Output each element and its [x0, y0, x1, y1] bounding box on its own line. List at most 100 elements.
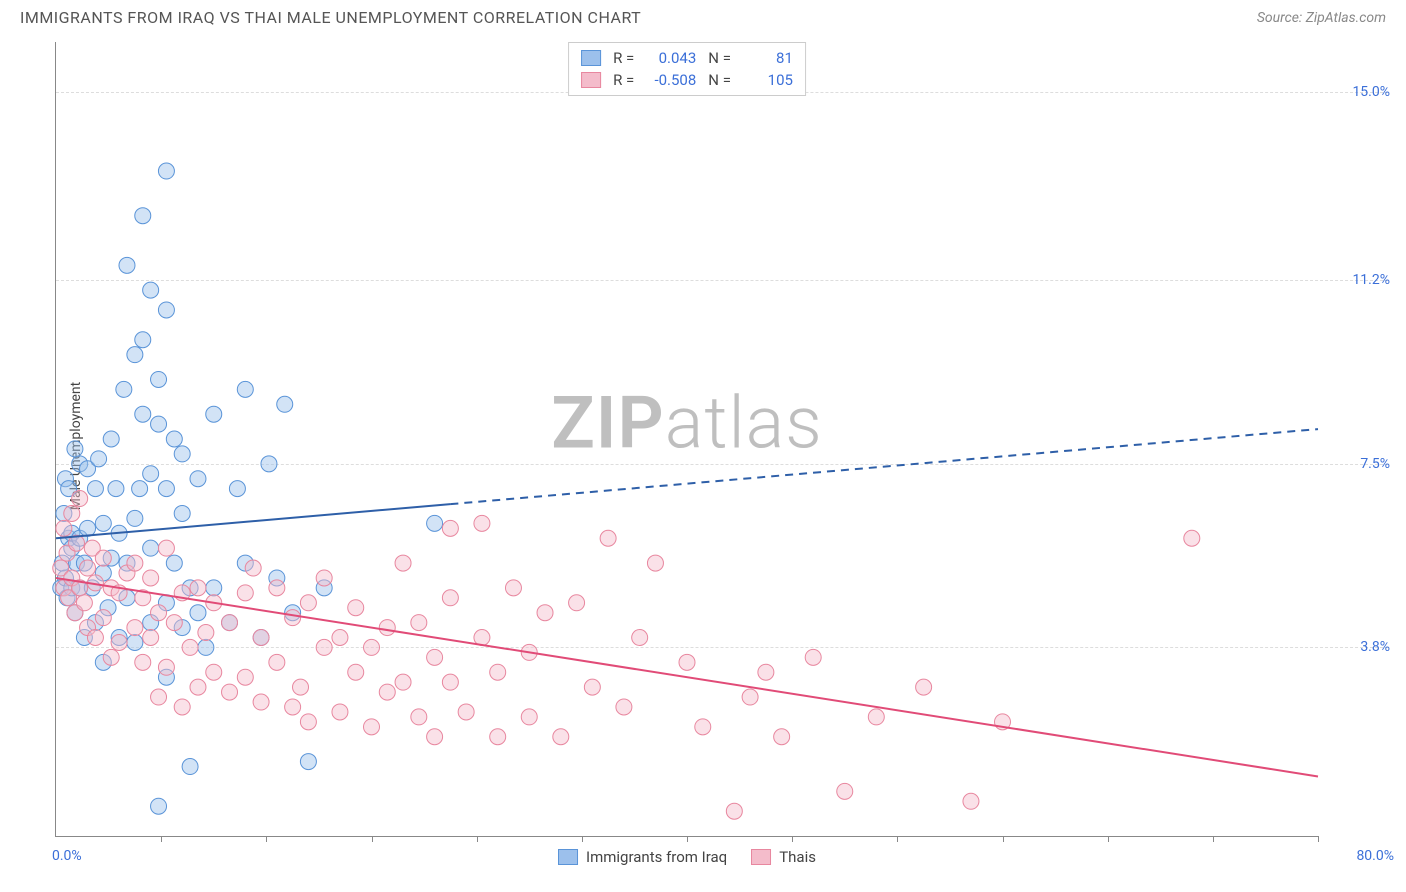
x-tick: [1318, 836, 1319, 842]
scatter-point: [143, 282, 159, 298]
scatter-point: [758, 664, 774, 680]
correlation-legend: R =0.043N =81R =-0.508N =105: [568, 42, 806, 96]
trend-line: [56, 504, 450, 538]
y-tick-label: 3.8%: [1360, 639, 1390, 655]
scatter-point: [190, 679, 206, 695]
scatter-point: [261, 456, 277, 472]
legend-series-label: Thais: [779, 848, 816, 866]
y-tick-label: 11.2%: [1352, 272, 1390, 288]
scatter-point: [174, 446, 190, 462]
scatter-point: [198, 625, 214, 641]
x-tick: [1003, 836, 1004, 842]
scatter-point: [293, 679, 309, 695]
scatter-point: [1184, 530, 1200, 546]
x-axis-min-label: 0.0%: [52, 848, 82, 864]
scatter-point: [166, 615, 182, 631]
trend-line-extrapolated: [450, 429, 1318, 504]
scatter-point: [521, 709, 537, 725]
scatter-point: [174, 505, 190, 521]
scatter-point: [111, 634, 127, 650]
scatter-point: [868, 709, 884, 725]
legend-n-label: N =: [708, 71, 731, 89]
scatter-point: [316, 570, 332, 586]
scatter-point: [174, 699, 190, 715]
legend-series-label: Immigrants from Iraq: [586, 848, 727, 866]
scatter-point: [67, 441, 83, 457]
scatter-point: [206, 406, 222, 422]
scatter-point: [151, 689, 167, 705]
scatter-point: [474, 515, 490, 531]
scatter-point: [726, 803, 742, 819]
legend-swatch: [581, 72, 601, 88]
scatter-point: [348, 664, 364, 680]
scatter-point: [379, 684, 395, 700]
scatter-point: [742, 689, 758, 705]
scatter-point: [95, 550, 111, 566]
scatter-point: [80, 520, 96, 536]
y-tick-label: 7.5%: [1360, 456, 1390, 472]
scatter-point: [600, 530, 616, 546]
scatter-point: [151, 605, 167, 621]
scatter-point: [837, 783, 853, 799]
scatter-point: [695, 719, 711, 735]
scatter-point: [348, 600, 364, 616]
x-axis-max-label: 80.0%: [1356, 848, 1394, 864]
scatter-point: [805, 649, 821, 665]
scatter-point: [151, 371, 167, 387]
scatter-point: [285, 610, 301, 626]
scatter-point: [143, 630, 159, 646]
scatter-point: [245, 560, 261, 576]
scatter-point: [277, 396, 293, 412]
legend-correlation-row: R =0.043N =81: [581, 47, 793, 69]
scatter-point: [963, 793, 979, 809]
scatter-point: [537, 605, 553, 621]
x-tick: [372, 836, 373, 842]
scatter-point: [182, 759, 198, 775]
legend-swatch: [558, 849, 578, 865]
legend-n-value: 81: [739, 49, 793, 67]
source-attribution: Source: ZipAtlas.com: [1257, 10, 1386, 26]
scatter-point: [632, 630, 648, 646]
scatter-point: [411, 615, 427, 631]
scatter-point: [222, 684, 238, 700]
scatter-point: [127, 347, 143, 363]
scatter-point: [206, 580, 222, 596]
scatter-point: [237, 585, 253, 601]
scatter-point: [679, 654, 695, 670]
scatter-point: [127, 555, 143, 571]
scatter-point: [379, 620, 395, 636]
legend-series-item: Immigrants from Iraq: [558, 848, 727, 866]
scatter-point: [64, 505, 80, 521]
scatter-point: [237, 381, 253, 397]
scatter-point: [166, 555, 182, 571]
scatter-point: [116, 381, 132, 397]
scatter-point: [132, 481, 148, 497]
scatter-point: [190, 580, 206, 596]
x-tick: [477, 836, 478, 842]
scatter-point: [395, 555, 411, 571]
scatter-point: [253, 694, 269, 710]
scatter-point: [198, 639, 214, 655]
scatter-point: [143, 466, 159, 482]
scatter-point: [285, 699, 301, 715]
scatter-point: [158, 540, 174, 556]
scatter-point: [103, 431, 119, 447]
scatter-point: [411, 709, 427, 725]
scatter-point: [427, 649, 443, 665]
scatter-point: [135, 208, 151, 224]
scatter-point: [616, 699, 632, 715]
scatter-point: [229, 481, 245, 497]
scatter-point: [316, 639, 332, 655]
scatter-point: [158, 481, 174, 497]
legend-r-value: -0.508: [642, 71, 696, 89]
scatter-point: [151, 798, 167, 814]
scatter-point: [490, 664, 506, 680]
legend-n-value: 105: [739, 71, 793, 89]
scatter-point: [300, 714, 316, 730]
legend-n-label: N =: [708, 49, 731, 67]
scatter-point: [395, 674, 411, 690]
scatter-point: [135, 332, 151, 348]
x-tick: [161, 836, 162, 842]
scatter-point: [87, 630, 103, 646]
scatter-point: [127, 634, 143, 650]
